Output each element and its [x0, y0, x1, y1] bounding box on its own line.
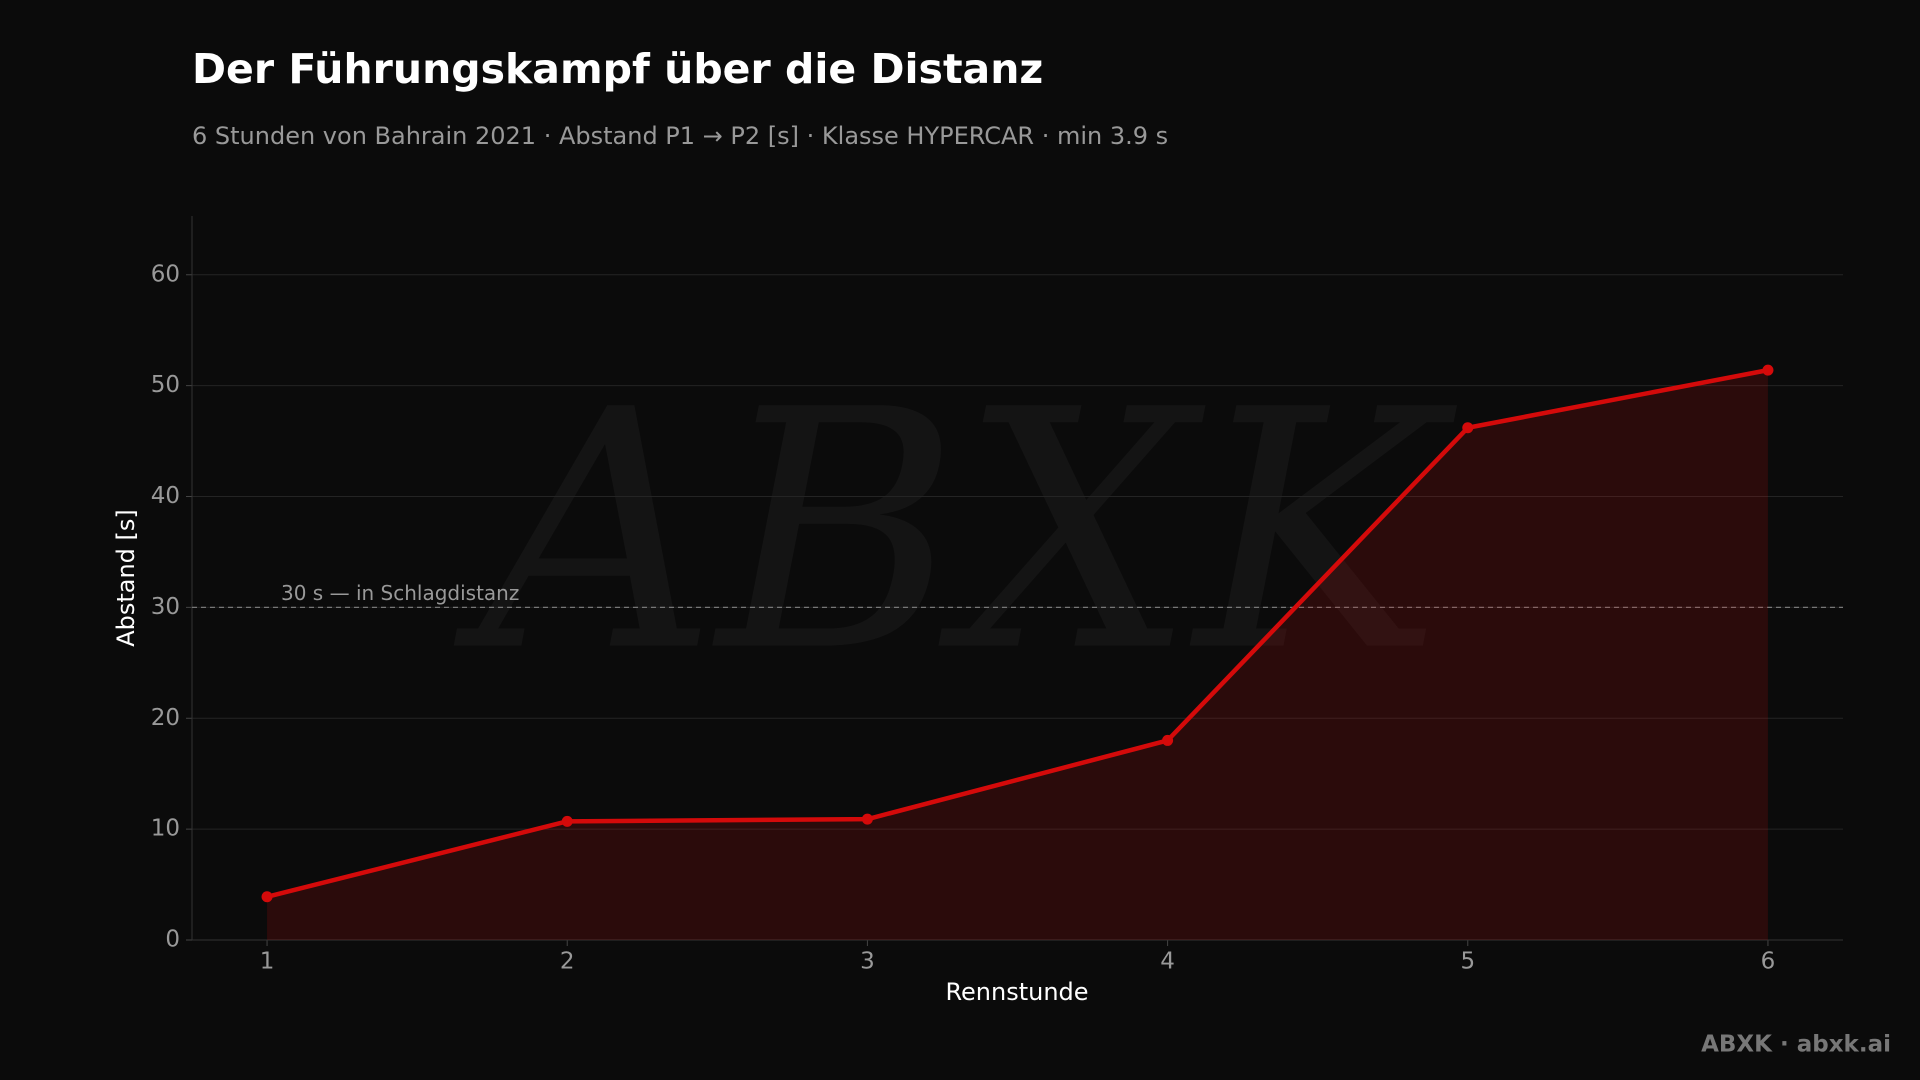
x-tick-label: 3 [860, 949, 875, 975]
watermark: ABXK [453, 340, 1458, 724]
y-axis-label: Abstand [s] [112, 509, 140, 647]
chart-subtitle: 6 Stunden von Bahrain 2021 · Abstand P1 … [192, 122, 1168, 150]
y-tick-label: 40 [151, 483, 180, 509]
point [1162, 734, 1174, 746]
x-tick-label: 4 [1160, 949, 1175, 975]
x-tick-label: 5 [1460, 949, 1475, 975]
point [1462, 422, 1474, 434]
point [1762, 364, 1774, 376]
point [861, 813, 873, 825]
point [261, 891, 273, 903]
y-tick-label: 30 [151, 594, 180, 620]
chart-title: Der Führungskampf über die Distanz [192, 45, 1043, 93]
x-tick-label: 6 [1761, 949, 1776, 975]
y-tick-label: 20 [151, 705, 180, 731]
y-tick-label: 60 [151, 261, 180, 287]
reference-label: 30 s — in Schlagdistanz [281, 581, 519, 605]
footer: ABXK · abxk.ai [1701, 1032, 1891, 1058]
area [267, 370, 1768, 941]
line [266, 367, 1769, 899]
y-tick-label: 10 [151, 816, 180, 842]
x-tick-label: 2 [560, 949, 575, 975]
x-tick-label: 1 [260, 949, 275, 975]
point [561, 815, 573, 827]
y-tick-label: 50 [151, 372, 180, 398]
y-tick-label: 0 [165, 927, 180, 953]
x-axis-label: Rennstunde [945, 978, 1088, 1006]
